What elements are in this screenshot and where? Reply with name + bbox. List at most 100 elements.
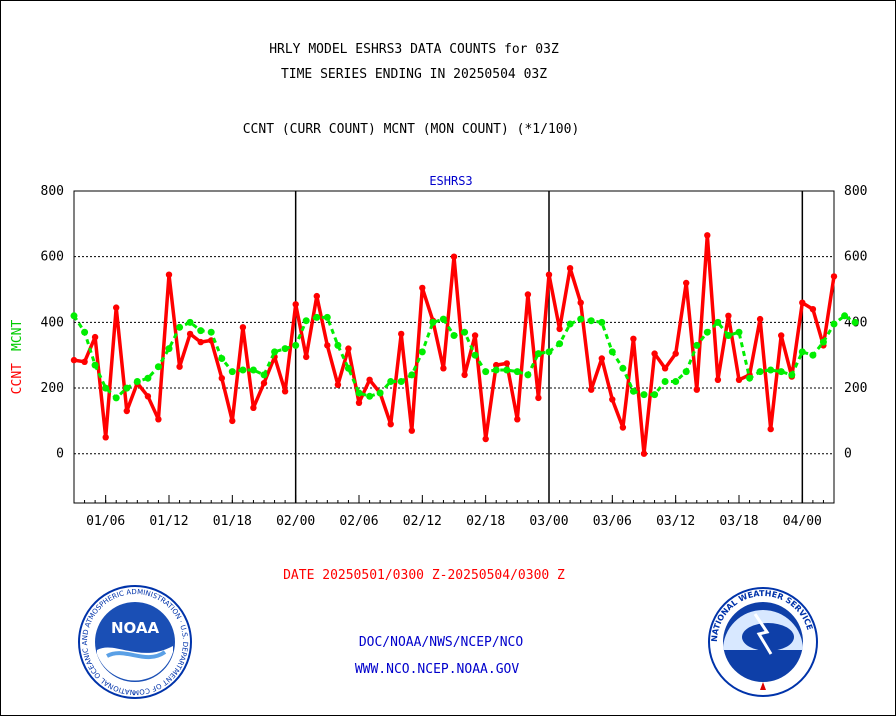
- point-ccnt: [725, 312, 732, 319]
- point-mcnt: [313, 313, 321, 321]
- url-text: WWW.NCO.NCEP.NOAA.GOV: [355, 662, 520, 677]
- point-mcnt: [714, 318, 722, 326]
- point-mcnt: [165, 345, 173, 353]
- point-ccnt: [102, 434, 109, 441]
- point-ccnt: [355, 399, 363, 406]
- point-mcnt: [746, 374, 754, 382]
- point-mcnt: [439, 315, 447, 323]
- xtick-label: 01/12: [149, 514, 188, 529]
- point-ccnt: [556, 325, 563, 333]
- ytick-label-left: 400: [41, 315, 64, 330]
- point-mcnt: [798, 348, 806, 356]
- ytick-label-left: 200: [41, 381, 64, 396]
- point-mcnt: [577, 315, 585, 323]
- point-ccnt: [493, 361, 500, 369]
- point-mcnt: [471, 351, 479, 359]
- xtick-label: 01/18: [213, 514, 252, 529]
- point-mcnt: [524, 371, 532, 379]
- point-ccnt: [91, 333, 99, 341]
- ytick-label-left: 600: [41, 250, 64, 265]
- point-mcnt: [651, 391, 659, 399]
- point-mcnt: [387, 378, 395, 385]
- point-mcnt: [492, 366, 500, 374]
- point-mcnt: [91, 361, 99, 369]
- org-text: DOC/NOAA/NWS/NCEP/NCO: [359, 635, 524, 650]
- nws-logo: NATIONAL WEATHER SERVICE: [708, 587, 818, 697]
- ytick-label-left: 0: [56, 447, 64, 462]
- point-mcnt: [756, 368, 764, 376]
- point-mcnt: [292, 341, 300, 349]
- point-mcnt: [408, 371, 416, 379]
- point-ccnt: [70, 356, 78, 364]
- point-mcnt: [534, 350, 542, 358]
- point-ccnt: [398, 330, 405, 338]
- point-mcnt: [355, 389, 363, 397]
- point-mcnt: [302, 317, 310, 325]
- point-mcnt: [503, 366, 511, 374]
- point-mcnt: [133, 378, 141, 385]
- point-ccnt: [619, 424, 627, 431]
- point-ccnt: [778, 332, 785, 339]
- point-ccnt: [440, 365, 447, 372]
- point-mcnt: [418, 348, 426, 356]
- point-mcnt: [703, 328, 711, 336]
- point-ccnt: [450, 253, 458, 260]
- point-ccnt: [239, 324, 247, 331]
- point-mcnt: [260, 371, 268, 379]
- plot-frame: [73, 190, 835, 504]
- point-ccnt: [577, 299, 584, 306]
- point-ccnt: [683, 279, 690, 287]
- point-ccnt: [250, 404, 257, 411]
- point-ccnt: [598, 355, 605, 362]
- point-ccnt: [345, 345, 352, 352]
- point-ccnt: [419, 284, 426, 292]
- header-line3: CCNT (CURR COUNT) MCNT (MON COUNT) (*1/1…: [243, 122, 580, 137]
- point-ccnt: [651, 350, 658, 357]
- point-ccnt: [661, 365, 669, 372]
- point-mcnt: [271, 348, 279, 356]
- point-ccnt: [461, 371, 468, 379]
- point-mcnt: [239, 366, 247, 374]
- point-mcnt: [788, 371, 796, 379]
- point-mcnt: [123, 384, 131, 392]
- point-ccnt: [809, 306, 817, 313]
- point-ccnt: [640, 450, 648, 457]
- point-ccnt: [144, 393, 152, 400]
- point-mcnt: [344, 364, 352, 372]
- point-mcnt: [735, 328, 743, 336]
- point-ccnt: [735, 376, 743, 383]
- ytick-label-right: 0: [844, 447, 852, 462]
- header-line1: HRLY MODEL ESHRS3 DATA COUNTS for 03Z: [269, 42, 559, 57]
- point-mcnt: [197, 327, 205, 335]
- point-ccnt: [693, 386, 700, 393]
- point-mcnt: [323, 313, 331, 321]
- point-mcnt: [661, 378, 669, 385]
- point-mcnt: [429, 318, 437, 326]
- point-ccnt: [503, 360, 510, 367]
- ylabel-ccnt: CCNT: [10, 363, 25, 394]
- xtick-label: 02/06: [339, 514, 378, 529]
- xtick-label: 03/06: [593, 514, 632, 529]
- point-mcnt: [249, 366, 257, 374]
- point-ccnt: [324, 342, 331, 349]
- point-ccnt: [704, 232, 711, 239]
- point-mcnt: [482, 368, 490, 376]
- xtick-label: 01/06: [86, 514, 125, 529]
- point-mcnt: [281, 345, 289, 353]
- point-ccnt: [313, 292, 320, 300]
- point-mcnt: [376, 389, 384, 397]
- ytick-label-right: 600: [844, 250, 867, 265]
- point-ccnt: [767, 425, 774, 433]
- point-ccnt: [535, 394, 542, 402]
- ytick-label-right: 200: [844, 381, 867, 396]
- point-ccnt: [197, 338, 204, 346]
- point-mcnt: [397, 378, 405, 385]
- point-mcnt: [640, 391, 648, 399]
- point-mcnt: [809, 351, 817, 359]
- point-ccnt: [281, 388, 289, 395]
- point-mcnt: [819, 338, 827, 346]
- point-ccnt: [334, 381, 342, 388]
- point-mcnt: [556, 340, 564, 348]
- point-mcnt: [598, 318, 606, 326]
